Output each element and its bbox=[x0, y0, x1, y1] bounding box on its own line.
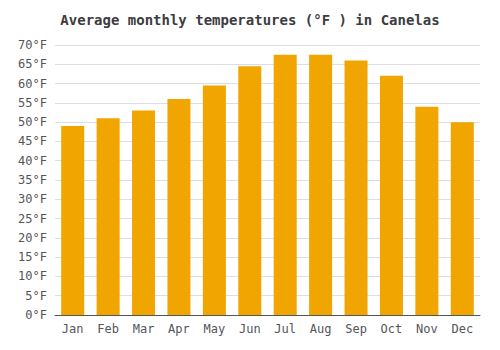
svg-text:Mar: Mar bbox=[133, 322, 155, 336]
svg-text:20°F: 20°F bbox=[18, 231, 47, 245]
svg-text:Jun: Jun bbox=[239, 322, 261, 336]
svg-text:Aug: Aug bbox=[310, 322, 332, 336]
svg-text:55°F: 55°F bbox=[18, 96, 47, 110]
svg-text:0°F: 0°F bbox=[25, 308, 47, 322]
svg-text:30°F: 30°F bbox=[18, 192, 47, 206]
svg-text:Dec: Dec bbox=[451, 322, 473, 336]
svg-text:40°F: 40°F bbox=[18, 154, 47, 168]
svg-text:10°F: 10°F bbox=[18, 269, 47, 283]
svg-text:65°F: 65°F bbox=[18, 57, 47, 71]
svg-text:Apr: Apr bbox=[168, 322, 190, 336]
svg-text:35°F: 35°F bbox=[18, 173, 47, 187]
svg-text:Oct: Oct bbox=[381, 322, 403, 336]
svg-text:15°F: 15°F bbox=[18, 250, 47, 264]
svg-text:45°F: 45°F bbox=[18, 134, 47, 148]
svg-text:50°F: 50°F bbox=[18, 115, 47, 129]
svg-text:60°F: 60°F bbox=[18, 77, 47, 91]
svg-text:Feb: Feb bbox=[97, 322, 119, 336]
svg-text:70°F: 70°F bbox=[18, 38, 47, 52]
svg-text:Sep: Sep bbox=[345, 322, 367, 336]
svg-text:May: May bbox=[204, 322, 226, 336]
svg-text:Average monthly temperatures (: Average monthly temperatures (°F ) in Ca… bbox=[60, 12, 439, 28]
svg-text:25°F: 25°F bbox=[18, 212, 47, 226]
svg-text:Jan: Jan bbox=[62, 322, 84, 336]
svg-text:Nov: Nov bbox=[416, 322, 438, 336]
svg-text:5°F: 5°F bbox=[25, 289, 47, 303]
svg-text:Jul: Jul bbox=[274, 322, 296, 336]
